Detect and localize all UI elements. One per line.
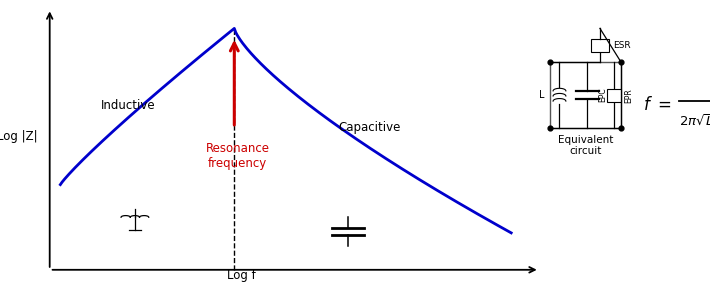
Text: ESR: ESR bbox=[613, 41, 630, 50]
Bar bbox=[591, 39, 609, 52]
Text: Resonance
frequency: Resonance frequency bbox=[206, 142, 270, 170]
Text: Log |Z|: Log |Z| bbox=[0, 130, 38, 143]
Text: Inductive: Inductive bbox=[101, 99, 155, 112]
Text: L: L bbox=[539, 90, 545, 100]
Bar bbox=[550, 62, 621, 128]
Text: $2\pi\sqrt{L \times EPC}$: $2\pi\sqrt{L \times EPC}$ bbox=[679, 113, 710, 128]
Point bbox=[545, 60, 556, 65]
Text: $f\ =$: $f\ =$ bbox=[643, 96, 671, 114]
Text: EPR: EPR bbox=[624, 88, 633, 103]
Point bbox=[616, 60, 627, 65]
Point bbox=[545, 126, 556, 130]
Text: Capacitive: Capacitive bbox=[338, 121, 400, 134]
Bar bbox=[607, 89, 621, 101]
Text: Equivalent
circuit: Equivalent circuit bbox=[558, 135, 613, 156]
Text: Log f: Log f bbox=[227, 269, 256, 282]
Text: EPC: EPC bbox=[598, 88, 607, 103]
Point bbox=[616, 126, 627, 130]
